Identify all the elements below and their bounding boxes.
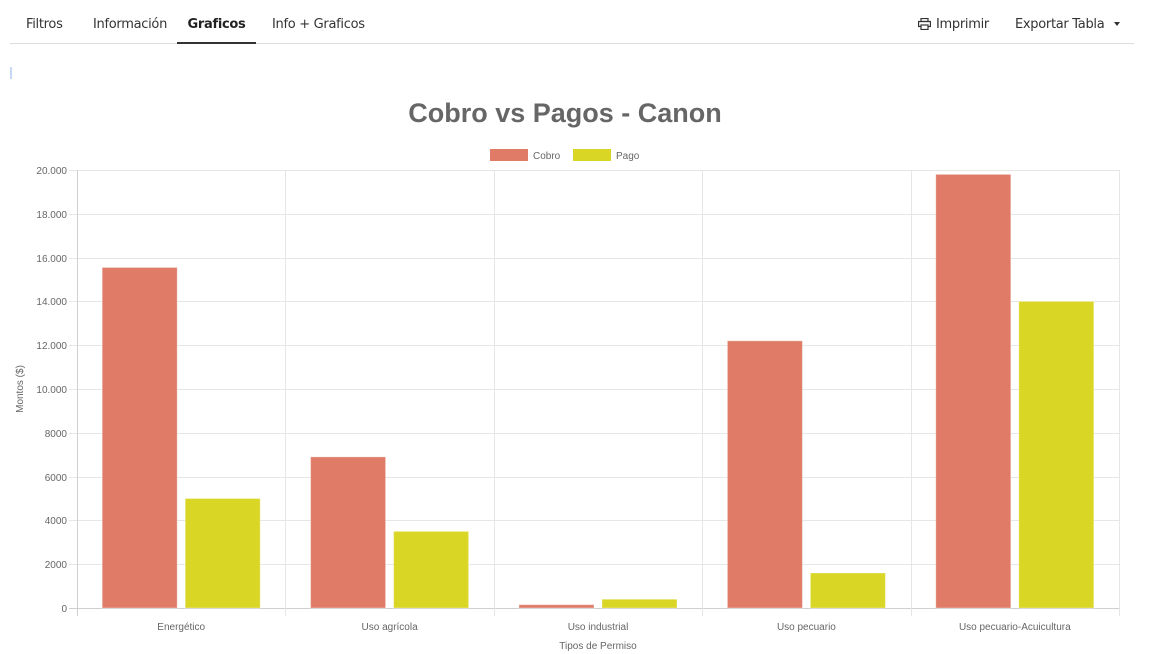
tab-informacion[interactable]: Información xyxy=(93,17,168,32)
y-tick-label: 20.000 xyxy=(36,166,67,177)
bar-cobro xyxy=(101,266,178,609)
focus-marker xyxy=(10,67,12,79)
bar-cobro xyxy=(518,604,595,609)
y-tick-label: 6000 xyxy=(45,473,68,484)
y-tick-label: 8000 xyxy=(45,429,68,440)
bar-cobro xyxy=(726,340,803,609)
y-axis-title: Montos ($) xyxy=(15,365,26,413)
y-axis: 0 2000 4000 6000 8000 10.000 12.000 14.000 16.00… xyxy=(36,166,67,615)
bar-pago xyxy=(184,498,261,609)
y-tick-label: 0 xyxy=(61,604,67,615)
y-tick-label: 4000 xyxy=(45,516,68,527)
x-tick-label: Energético xyxy=(157,622,205,633)
chart-bars xyxy=(101,173,1095,609)
y-tick-label: 10.000 xyxy=(36,385,67,396)
y-tick-label: 18.000 xyxy=(36,210,67,221)
bar-pago xyxy=(809,572,886,609)
export-label: Exportar Tabla xyxy=(1015,17,1105,32)
print-label: Imprimir xyxy=(936,17,989,32)
bar-pago xyxy=(1018,300,1095,609)
tab-graficos[interactable]: Graficos xyxy=(177,0,256,44)
legend-swatch xyxy=(490,149,528,161)
bar-pago xyxy=(393,530,470,609)
x-tick-label: Uso pecuario-Acuicultura xyxy=(959,622,1071,633)
print-button[interactable]: Imprimir xyxy=(918,0,989,44)
y-tick-label: 14.000 xyxy=(36,297,67,308)
x-axis-title: Tipos de Permiso xyxy=(559,641,637,652)
y-tick-label: 2000 xyxy=(45,560,68,571)
export-table-dropdown[interactable]: Exportar Tabla xyxy=(1015,0,1121,44)
bar-cobro xyxy=(310,456,387,609)
legend-label: Pago xyxy=(616,151,640,162)
bar-pago xyxy=(601,598,678,609)
legend-swatch xyxy=(573,149,611,161)
tab-bar: Filtros Información Graficos Info + Graf… xyxy=(10,0,1134,44)
legend-label: Cobro xyxy=(533,151,561,162)
y-tick-label: 12.000 xyxy=(36,341,67,352)
chart-legend: Cobro Pago xyxy=(490,149,640,162)
chart-title: Cobro vs Pagos - Canon xyxy=(408,98,722,128)
x-axis: Energético Uso agrícola Uso industrial Uso … xyxy=(157,622,1071,633)
x-tick-label: Uso industrial xyxy=(568,622,629,633)
caret-down-icon xyxy=(1114,22,1121,26)
tab-info-graficos[interactable]: Info + Graficos xyxy=(272,17,365,32)
bar-cobro xyxy=(935,173,1012,609)
printer-icon xyxy=(918,17,932,31)
y-tick-label: 16.000 xyxy=(36,254,67,265)
x-tick-label: Uso pecuario xyxy=(777,622,836,633)
tab-filtros[interactable]: Filtros xyxy=(26,17,63,32)
x-tick-label: Uso agrícola xyxy=(362,622,419,633)
